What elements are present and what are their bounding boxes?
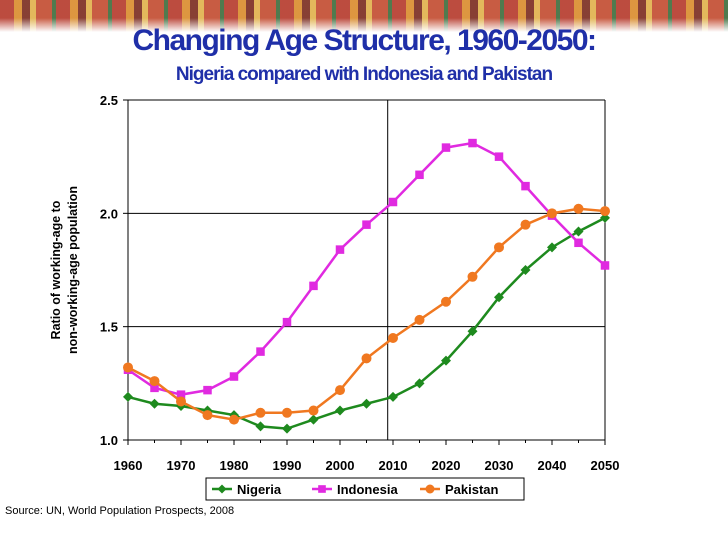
data-point (388, 333, 398, 343)
data-point (494, 152, 504, 161)
x-tick-label: 2040 (538, 458, 567, 473)
legend-label: Indonesia (337, 482, 398, 497)
data-point (362, 220, 371, 229)
data-point (467, 326, 478, 337)
data-point (467, 271, 478, 282)
data-point (468, 138, 477, 148)
data-point (361, 353, 372, 364)
y-axis-label-line: non-working-age population (66, 186, 80, 354)
series-line (127, 216, 606, 430)
data-point (176, 390, 186, 399)
x-tick-label: 2010 (379, 458, 408, 473)
data-point (282, 407, 292, 418)
data-point (425, 484, 435, 494)
data-point (600, 206, 610, 217)
data-point (255, 421, 266, 432)
data-point (494, 242, 504, 253)
x-tick-label: 2030 (485, 458, 514, 473)
series-nigeria (123, 212, 610, 434)
data-point (573, 226, 584, 237)
data-point (229, 414, 239, 425)
data-point (318, 485, 326, 493)
series-pakistan (123, 203, 610, 425)
data-point (574, 238, 583, 248)
data-point (335, 385, 345, 396)
series-line (127, 207, 606, 421)
data-point (308, 414, 319, 425)
data-point (441, 355, 451, 366)
y-tick-label: 2.5 (100, 93, 118, 108)
data-point (441, 296, 451, 307)
legend-label: Nigeria (237, 482, 282, 497)
data-point (441, 143, 451, 152)
data-point (123, 362, 133, 373)
data-point (149, 398, 160, 409)
legend-item: Nigeria (212, 482, 282, 497)
series-indonesia (123, 138, 610, 399)
source-note: Source: UN, World Population Prospects, … (5, 505, 235, 517)
data-point (256, 347, 265, 356)
axes: 1.0 1.5 2.0 2.5 1960 1970 1980 1990 2000 2010 2020… (100, 93, 620, 473)
data-point (217, 484, 227, 494)
legend-label: Pakistan (445, 482, 499, 497)
data-point (414, 378, 425, 389)
data-point (414, 314, 425, 325)
grid (128, 99, 605, 441)
legend: Nigeria Indonesia Pakistan (205, 477, 525, 501)
data-point (415, 170, 424, 180)
data-point (282, 317, 292, 327)
legend-item: Pakistan (420, 482, 499, 497)
data-point (361, 398, 372, 409)
data-point (149, 376, 160, 387)
data-point (309, 281, 318, 291)
data-point (335, 405, 345, 416)
data-point (547, 242, 557, 253)
data-point (176, 396, 186, 407)
data-point (308, 405, 319, 416)
data-point (203, 385, 212, 395)
y-tick-label: 2.0 (100, 206, 118, 221)
data-point (388, 197, 398, 207)
x-tick-label: 1960 (114, 458, 143, 473)
y-axis-label: Ratio of working-age to non-working-age p… (49, 186, 80, 354)
data-point (335, 245, 345, 254)
data-point (573, 203, 584, 214)
legend-item: Indonesia (312, 482, 398, 497)
chart-subtitle: Nigeria compared with Indonesia and Paki… (175, 64, 553, 85)
data-point (202, 410, 213, 421)
data-point (123, 391, 133, 402)
chart-title: Changing Age Structure, 1960-2050: (132, 24, 597, 57)
y-tick-label: 1.5 (100, 320, 118, 335)
data-point (520, 265, 531, 275)
data-point (229, 372, 239, 381)
data-point (255, 407, 266, 418)
data-point (494, 292, 504, 303)
series-group (123, 138, 610, 434)
data-point (547, 208, 557, 219)
legend-box (205, 477, 525, 501)
x-tick-label: 1980 (220, 458, 249, 473)
data-point (600, 261, 610, 270)
y-axis-label-line: Ratio of working-age to (49, 200, 63, 339)
data-point (521, 181, 530, 191)
x-tick-label: 2020 (432, 458, 461, 473)
data-point (150, 383, 159, 393)
x-tick-label: 1990 (273, 458, 302, 473)
x-tick-label: 2000 (326, 458, 355, 473)
x-tick-label: 2050 (591, 458, 620, 473)
data-point (520, 219, 531, 230)
data-point (388, 391, 398, 402)
data-point (282, 423, 292, 434)
banner-fade (0, 18, 728, 32)
x-tick-label: 1970 (167, 458, 196, 473)
y-tick-label: 1.0 (100, 433, 118, 448)
